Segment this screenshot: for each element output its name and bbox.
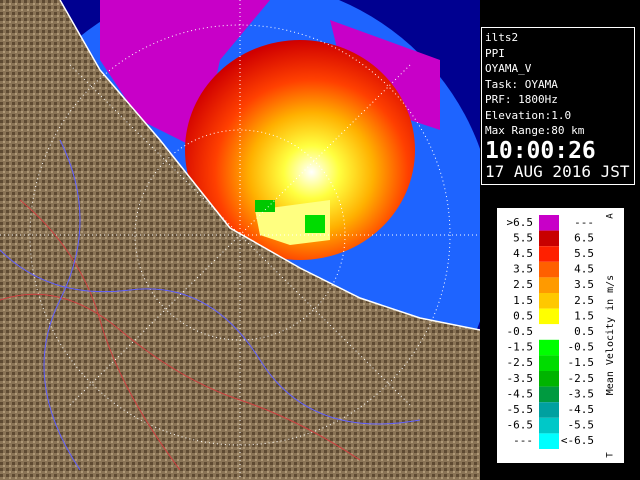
legend-left-label: >6.5 xyxy=(507,216,534,229)
legend-right-label: 1.5 xyxy=(574,309,594,322)
legend-left-label: -2.5 xyxy=(507,356,534,369)
info-line: Max Range:80 km xyxy=(485,124,585,137)
info-line: PPI xyxy=(485,46,505,60)
legend-right-label: -2.5 xyxy=(568,372,595,385)
legend-swatch xyxy=(539,386,559,403)
info-line: Task: OYAMA xyxy=(485,77,558,91)
legend-right-label: 4.5 xyxy=(574,263,594,276)
legend-right-label: -3.5 xyxy=(568,387,595,400)
legend-right-label: 2.5 xyxy=(574,294,594,307)
legend-swatch xyxy=(539,324,559,340)
legend-right-label: 0.5 xyxy=(574,325,594,338)
legend-right-label: -1.5 xyxy=(568,356,595,369)
legend-right-label: 3.5 xyxy=(574,278,594,291)
color-legend: >6.5 --- 5.5 6.5 4.5 5.5 3.5 4.5 2.5 3.5 1.5 2.5 0.5… xyxy=(497,208,624,463)
legend-right-label: -5.5 xyxy=(568,419,595,432)
legend-right-label: 6.5 xyxy=(574,231,594,244)
info-line: Elevation:1.0 xyxy=(485,108,572,122)
legend-swatch xyxy=(539,308,559,325)
legend-right-label: 5.5 xyxy=(574,247,594,260)
legend-swatch xyxy=(539,417,559,434)
legend-swatch xyxy=(539,339,559,356)
info-line: OYAMA_V xyxy=(485,62,532,75)
legend-left-label: 5.5 xyxy=(513,231,533,244)
legend-swatch xyxy=(539,293,559,309)
legend-left-label: -1.5 xyxy=(507,341,534,354)
info-line: 17 AUG 2016 JST xyxy=(485,161,630,181)
legend-swatch xyxy=(539,261,559,278)
legend-left-label: -5.5 xyxy=(507,403,534,416)
legend-left-label: 2.5 xyxy=(513,278,533,291)
legend-top-mark: A xyxy=(606,213,616,219)
info-line: 10:00:26 xyxy=(485,137,596,164)
legend-left-label: 3.5 xyxy=(513,263,533,276)
legend-left-label: 4.5 xyxy=(513,247,533,260)
legend-title: Mean Velocity in m/s xyxy=(605,275,616,395)
legend-swatch xyxy=(539,277,559,293)
legend-bottom-mark: T xyxy=(606,452,616,458)
legend-swatch xyxy=(539,230,559,247)
legend-graphic: >6.5 --- 5.5 6.5 4.5 5.5 3.5 4.5 2.5 3.5 1.5 2.5 0.5… xyxy=(507,213,617,458)
legend-left-label: 0.5 xyxy=(513,309,533,322)
legend-swatch xyxy=(539,215,559,231)
legend-left-label: 1.5 xyxy=(513,294,533,307)
radar-map xyxy=(0,0,480,480)
info-line: ilts2 xyxy=(485,31,519,44)
legend-left-label: -4.5 xyxy=(507,387,534,400)
legend-right-label: -0.5 xyxy=(568,341,595,354)
legend-left-label: -3.5 xyxy=(507,372,534,385)
legend-right-label: <-6.5 xyxy=(561,434,594,447)
legend-swatch xyxy=(539,371,559,387)
legend-swatch xyxy=(539,433,559,449)
legend-left-label: --- xyxy=(513,434,533,447)
legend-left-label: -0.5 xyxy=(507,325,534,338)
legend-swatch xyxy=(539,355,559,371)
legend-left-label: -6.5 xyxy=(507,419,534,432)
info-panel: ilts2 PPI OYAMA_V Task: OYAMA PRF: 1800Hz Ele… xyxy=(481,27,635,185)
legend-right-label: --- xyxy=(574,216,594,229)
legend-swatch xyxy=(539,246,559,262)
legend-right-label: -4.5 xyxy=(568,403,595,416)
legend-swatch xyxy=(539,402,559,418)
info-line: PRF: 1800Hz xyxy=(485,93,558,106)
